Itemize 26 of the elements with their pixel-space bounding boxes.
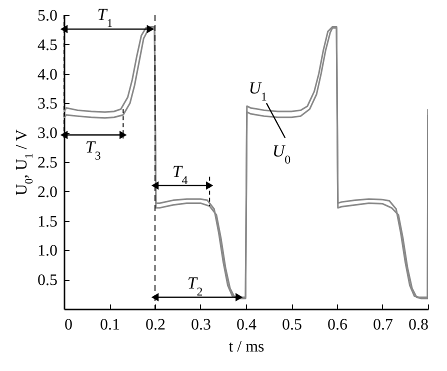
x-tick-label: 0.4 (236, 316, 256, 334)
x-tick-label: 0.1 (100, 316, 120, 334)
annotation: T$_{1}$ (97, 5, 113, 30)
x-tick-label: 0.3 (191, 316, 211, 334)
y-tick-label: 4.0 (38, 66, 58, 84)
y-tick-label: 5.0 (38, 8, 58, 24)
x-tick-label: 0.7 (373, 316, 393, 334)
annotation: T$_{2}$ (187, 274, 203, 299)
x-tick-label: 0.5 (282, 316, 302, 334)
y-tick-label: 3.5 (38, 96, 58, 113)
y-tick-label: 4.5 (38, 36, 58, 54)
annotation: T$_{3}$ (85, 137, 101, 162)
annotation: U$_{1}$ (248, 78, 267, 104)
x-tick-label: 0.8 (408, 316, 428, 334)
x-tick-label: 0.6 (328, 316, 348, 334)
y-tick-label: 2.0 (38, 184, 58, 201)
y-tick-label: 0.5 (38, 272, 58, 290)
annotation: U$_{0}$ (272, 141, 291, 166)
y-tick-label: 1.0 (38, 242, 58, 260)
x-axis-title: t / ms (228, 338, 264, 356)
annotation: T$_{4}$ (172, 162, 188, 187)
y-tick-label: 3.0 (38, 125, 58, 142)
y-tick-label: 2.5 (38, 154, 58, 172)
x-tick-label: 0 (64, 316, 72, 334)
x-tick-label: 0.2 (146, 316, 166, 334)
y-tick-label: 1.5 (38, 213, 58, 230)
